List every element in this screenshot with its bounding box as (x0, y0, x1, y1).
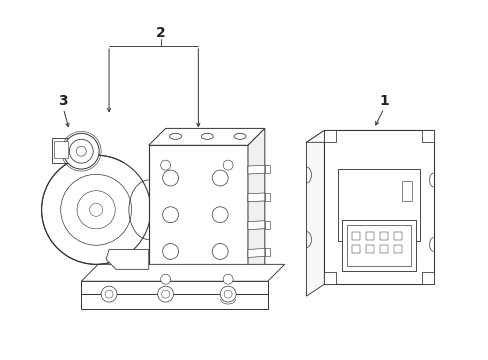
Polygon shape (148, 129, 264, 145)
Polygon shape (306, 130, 324, 296)
Polygon shape (366, 246, 373, 253)
Circle shape (163, 243, 178, 260)
Circle shape (77, 191, 115, 229)
Polygon shape (264, 165, 269, 173)
Polygon shape (247, 193, 264, 202)
Polygon shape (421, 130, 433, 142)
Circle shape (41, 155, 150, 264)
Polygon shape (324, 130, 433, 284)
Circle shape (157, 286, 173, 302)
Circle shape (220, 286, 236, 302)
Circle shape (223, 274, 233, 284)
Polygon shape (81, 264, 284, 281)
Polygon shape (247, 221, 264, 230)
Polygon shape (351, 231, 359, 239)
Polygon shape (346, 225, 410, 266)
Circle shape (223, 160, 233, 170)
Polygon shape (264, 248, 269, 256)
Polygon shape (401, 181, 411, 201)
Polygon shape (324, 130, 336, 142)
Circle shape (89, 203, 102, 216)
Polygon shape (148, 145, 247, 294)
Polygon shape (393, 231, 401, 239)
Polygon shape (379, 231, 387, 239)
Circle shape (212, 170, 228, 186)
Polygon shape (264, 193, 269, 201)
Circle shape (161, 274, 170, 284)
Circle shape (63, 133, 99, 169)
Polygon shape (81, 294, 267, 309)
Polygon shape (247, 129, 264, 294)
Polygon shape (324, 272, 336, 284)
Polygon shape (342, 220, 415, 271)
Circle shape (162, 290, 169, 298)
Circle shape (105, 290, 113, 298)
Polygon shape (247, 165, 264, 174)
Circle shape (61, 174, 131, 245)
Circle shape (163, 207, 178, 223)
Polygon shape (338, 169, 419, 240)
Polygon shape (264, 221, 269, 229)
Polygon shape (81, 281, 267, 294)
Circle shape (224, 290, 232, 298)
Circle shape (212, 243, 228, 260)
Circle shape (163, 170, 178, 186)
Polygon shape (351, 246, 359, 253)
Circle shape (101, 286, 117, 302)
Circle shape (76, 146, 86, 156)
Polygon shape (379, 246, 387, 253)
Text: 3: 3 (59, 94, 68, 108)
Polygon shape (366, 231, 373, 239)
Polygon shape (106, 249, 148, 269)
Text: 2: 2 (156, 26, 165, 40)
Polygon shape (306, 130, 433, 142)
Circle shape (161, 160, 170, 170)
Polygon shape (393, 246, 401, 253)
Polygon shape (51, 138, 71, 163)
Polygon shape (54, 141, 68, 158)
Circle shape (212, 207, 228, 223)
Text: 1: 1 (378, 94, 388, 108)
Polygon shape (247, 248, 264, 257)
Polygon shape (421, 272, 433, 284)
Circle shape (69, 139, 93, 163)
